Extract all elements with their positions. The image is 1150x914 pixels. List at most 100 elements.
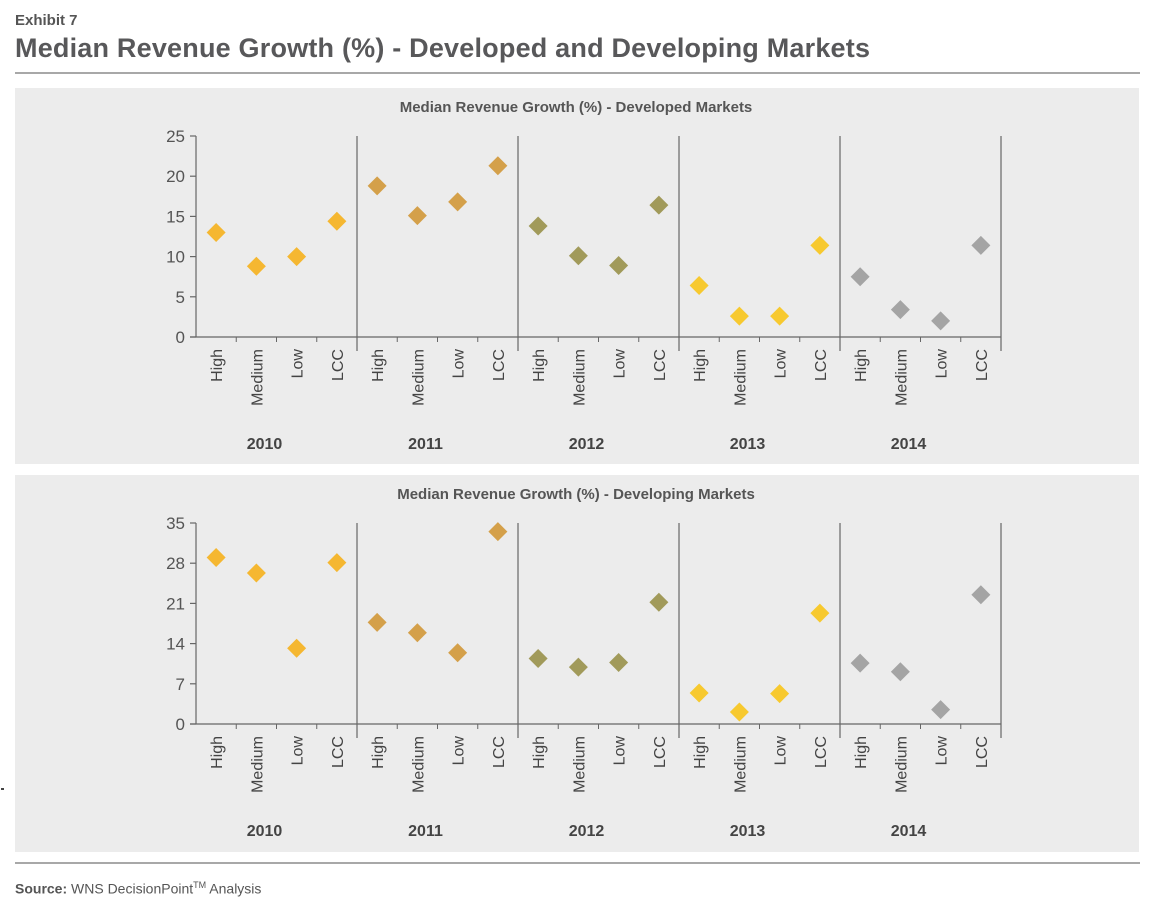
data-point-2010-medium <box>246 256 266 276</box>
category-label-low: Low <box>451 349 468 379</box>
title-divider <box>15 72 1140 74</box>
y-tick-label: 10 <box>166 248 185 267</box>
data-point-2010-high <box>206 222 226 242</box>
data-point-2012-low <box>609 255 629 275</box>
category-label-lcc: LCC <box>974 736 991 768</box>
category-label-low: Low <box>290 736 307 766</box>
page-title: Median Revenue Growth (%) - Developed an… <box>15 33 871 63</box>
category-label-lcc: LCC <box>652 736 669 768</box>
source-text: WNS DecisionPoint <box>71 880 194 897</box>
category-label-low: Low <box>451 736 468 766</box>
data-point-2010-high <box>206 547 226 567</box>
data-point-2013-lcc <box>810 603 830 623</box>
y-tick-label: 14 <box>166 635 185 654</box>
category-label-lcc: LCC <box>330 349 347 381</box>
data-point-2014-medium <box>890 662 910 682</box>
data-point-2011-high <box>367 176 387 196</box>
year-label-2012: 2012 <box>569 823 605 840</box>
data-point-2012-medium <box>568 246 588 266</box>
data-point-2011-low <box>448 192 468 212</box>
data-point-2012-low <box>609 653 629 673</box>
edge-mark <box>1 788 4 790</box>
data-point-2014-medium <box>890 300 910 320</box>
category-label-medium: Medium <box>893 736 910 793</box>
year-label-2014: 2014 <box>891 436 927 453</box>
data-point-2014-high <box>850 267 870 287</box>
year-label-2014: 2014 <box>891 823 927 840</box>
data-point-2014-high <box>850 653 870 673</box>
category-label-medium: Medium <box>249 736 266 793</box>
category-label-low: Low <box>773 736 790 766</box>
category-label-medium: Medium <box>893 349 910 406</box>
data-point-2013-high <box>689 683 709 703</box>
category-label-medium: Medium <box>732 349 749 406</box>
y-tick-label: 35 <box>166 514 185 533</box>
category-label-lcc: LCC <box>974 349 991 381</box>
category-label-high: High <box>209 736 226 769</box>
category-label-lcc: LCC <box>813 349 830 381</box>
category-label-lcc: LCC <box>813 736 830 768</box>
year-label-2013: 2013 <box>730 823 766 840</box>
year-label-2013: 2013 <box>730 436 766 453</box>
year-label-2010: 2010 <box>247 436 283 453</box>
category-label-high: High <box>370 349 387 382</box>
chart-title: Median Revenue Growth (%) - Developed Ma… <box>400 99 753 116</box>
category-label-medium: Medium <box>732 736 749 793</box>
y-tick-label: 0 <box>176 715 185 734</box>
y-tick-label: 20 <box>166 167 185 186</box>
data-point-2011-high <box>367 612 387 632</box>
y-tick-label: 15 <box>166 207 185 226</box>
data-point-2011-lcc <box>488 156 508 176</box>
category-label-low: Low <box>934 349 951 379</box>
data-point-2013-high <box>689 276 709 296</box>
exhibit-label: Exhibit 7 <box>15 12 78 29</box>
category-label-lcc: LCC <box>491 736 508 768</box>
data-point-2011-lcc <box>488 522 508 542</box>
category-label-low: Low <box>612 736 629 766</box>
category-label-high: High <box>370 736 387 769</box>
data-point-2010-lcc <box>327 553 347 573</box>
data-point-2014-lcc <box>971 235 991 255</box>
data-point-2013-lcc <box>810 235 830 255</box>
y-tick-label: 5 <box>176 288 185 307</box>
footer-divider <box>15 862 1140 864</box>
category-label-high: High <box>692 349 709 382</box>
trademark-mark: TM <box>193 880 207 890</box>
source-note: Source: WNS DecisionPointTM Analysis <box>15 880 261 897</box>
panel-background <box>15 88 1139 464</box>
data-point-2014-low <box>931 311 951 331</box>
data-point-2013-low <box>770 684 790 704</box>
category-label-medium: Medium <box>571 349 588 406</box>
year-label-2012: 2012 <box>569 436 605 453</box>
data-point-2012-high <box>528 216 548 236</box>
year-label-2011: 2011 <box>408 436 443 453</box>
category-label-medium: Medium <box>410 736 427 793</box>
data-point-2012-high <box>528 649 548 669</box>
developed-markets-chart: Median Revenue Growth (%) - Developed Ma… <box>15 88 1139 464</box>
y-tick-label: 25 <box>166 127 185 146</box>
category-label-low: Low <box>612 349 629 379</box>
data-point-2013-low <box>770 306 790 326</box>
source-suffix: Analysis <box>206 880 262 897</box>
category-label-medium: Medium <box>249 349 266 406</box>
data-point-2010-low <box>287 638 307 658</box>
data-point-2013-medium <box>729 306 749 326</box>
category-label-high: High <box>853 349 870 382</box>
chart-title: Median Revenue Growth (%) - Developing M… <box>397 486 755 503</box>
category-label-high: High <box>531 349 548 382</box>
data-point-2010-lcc <box>327 211 347 231</box>
data-point-2014-lcc <box>971 585 991 605</box>
category-label-lcc: LCC <box>330 736 347 768</box>
data-point-2014-low <box>931 700 951 720</box>
data-point-2011-medium <box>407 623 427 643</box>
y-tick-label: 21 <box>166 594 185 613</box>
category-label-high: High <box>531 736 548 769</box>
data-point-2010-medium <box>246 563 266 583</box>
category-label-high: High <box>853 736 870 769</box>
category-label-lcc: LCC <box>491 349 508 381</box>
category-label-low: Low <box>290 349 307 379</box>
y-tick-label: 0 <box>176 328 185 347</box>
y-tick-label: 28 <box>166 554 185 573</box>
data-point-2011-low <box>448 643 468 663</box>
category-label-medium: Medium <box>571 736 588 793</box>
